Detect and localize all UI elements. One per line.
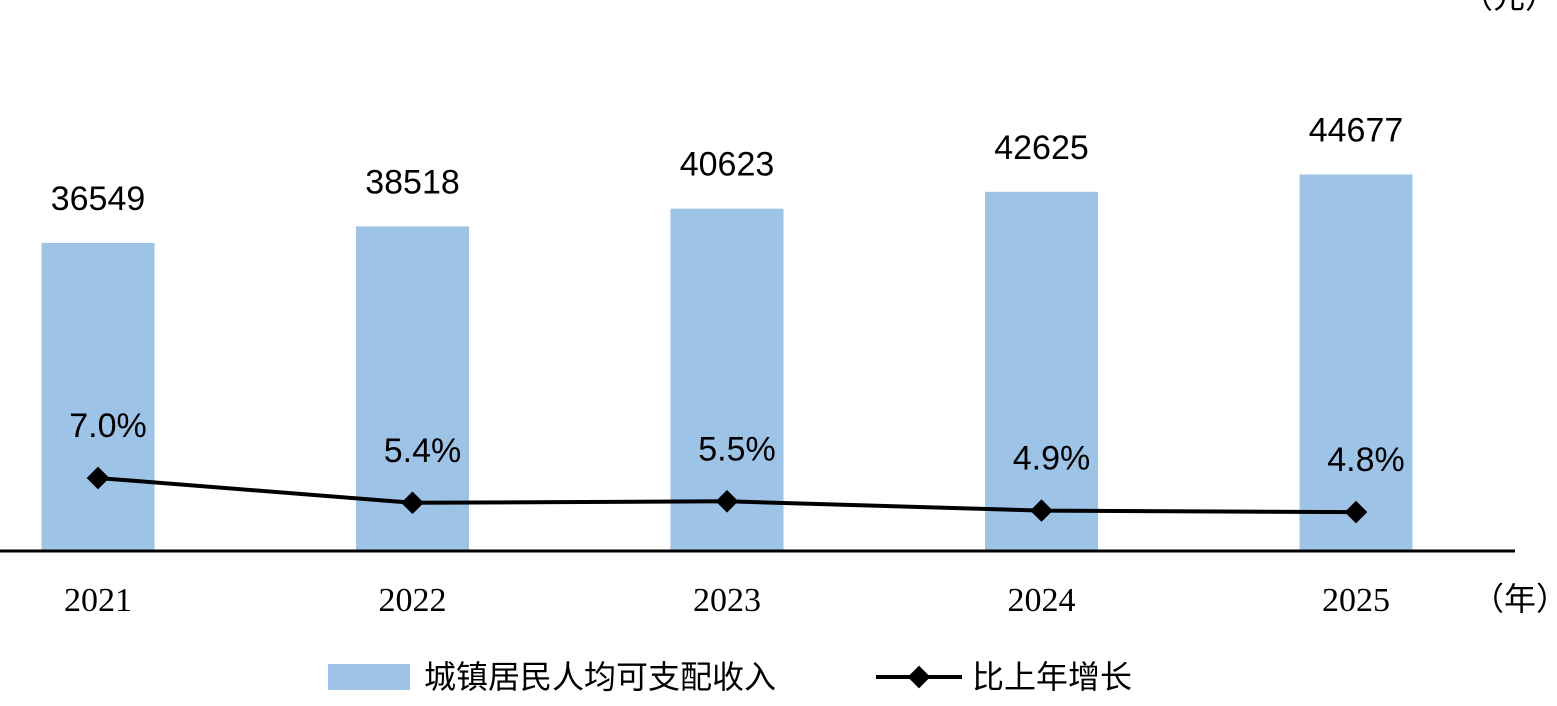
x-tick-label-2024: 2024 <box>1008 582 1076 619</box>
growth-value-label-2021: 7.0% <box>69 407 147 445</box>
legend-bar-label: 城镇居民人均可支配收入 <box>424 658 776 696</box>
growth-marker-2023 <box>715 489 739 513</box>
bar-value-label-2022: 38518 <box>365 163 460 201</box>
growth-value-labels: 7.0% 5.4% 5.5% 4.9% 4.8% <box>69 407 1405 479</box>
growth-value-label-2025: 4.8% <box>1327 441 1405 479</box>
x-tick-label-2021: 2021 <box>64 582 132 619</box>
bar-2021 <box>41 243 155 551</box>
bar-value-label-2025: 44677 <box>1309 112 1404 150</box>
x-tick-label-2025: 2025 <box>1322 582 1390 619</box>
legend: 城镇居民人均可支配收入 比上年增长 <box>328 658 1132 696</box>
x-unit-label: （年） <box>1472 580 1557 618</box>
bar-value-label-2024: 42625 <box>994 129 1089 167</box>
growth-marker-2021 <box>86 466 110 490</box>
legend-line-label: 比上年增长 <box>972 658 1132 696</box>
bar-value-label-2023: 40623 <box>680 146 775 184</box>
x-tick-label-2023: 2023 <box>693 582 761 619</box>
bar-value-labels: 36549 38518 40623 42625 44677 <box>51 112 1404 219</box>
x-tick-label-2022: 2022 <box>379 582 447 619</box>
x-axis-tick-labels: 2021 2022 2023 2024 2025 <box>64 582 1390 619</box>
growth-value-label-2022: 5.4% <box>384 432 462 470</box>
bar-series <box>41 174 1413 552</box>
growth-marker-2022 <box>401 491 424 515</box>
growth-value-label-2023: 5.5% <box>698 430 776 468</box>
legend-bar-swatch <box>328 664 410 690</box>
y-unit-label: （元） <box>1461 0 1557 16</box>
growth-value-label-2024: 4.9% <box>1013 440 1091 478</box>
legend-line-marker <box>907 665 931 689</box>
bar-value-label-2021: 36549 <box>51 180 146 218</box>
growth-marker-2024 <box>1030 499 1053 522</box>
bar-2025 <box>1299 174 1413 551</box>
bar-2024 <box>985 191 1098 552</box>
